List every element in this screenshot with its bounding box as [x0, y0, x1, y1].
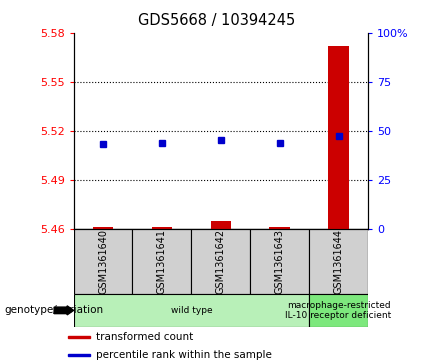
Text: GSM1361642: GSM1361642 [216, 229, 226, 294]
Bar [132, 229, 191, 294]
Bar [93, 227, 113, 229]
Bar [152, 227, 172, 229]
Bar [309, 229, 368, 294]
Bar [68, 354, 90, 356]
Bar [269, 227, 290, 229]
Text: genotype/variation: genotype/variation [4, 305, 103, 315]
Bar [68, 335, 90, 338]
Text: GDS5668 / 10394245: GDS5668 / 10394245 [138, 13, 295, 28]
Text: percentile rank within the sample: percentile rank within the sample [96, 350, 272, 360]
Text: macrophage-restricted
IL-10 receptor deficient: macrophage-restricted IL-10 receptor def… [285, 301, 392, 320]
Bar [210, 221, 231, 229]
Bar [328, 46, 349, 229]
Text: GSM1361643: GSM1361643 [275, 229, 285, 294]
Text: wild type: wild type [171, 306, 212, 315]
Bar [74, 229, 132, 294]
Text: GSM1361640: GSM1361640 [98, 229, 108, 294]
Text: transformed count: transformed count [96, 332, 194, 342]
Text: GSM1361644: GSM1361644 [333, 229, 344, 294]
Bar [250, 229, 309, 294]
Bar [309, 294, 368, 327]
Text: GSM1361641: GSM1361641 [157, 229, 167, 294]
Bar [74, 294, 309, 327]
Bar [191, 229, 250, 294]
